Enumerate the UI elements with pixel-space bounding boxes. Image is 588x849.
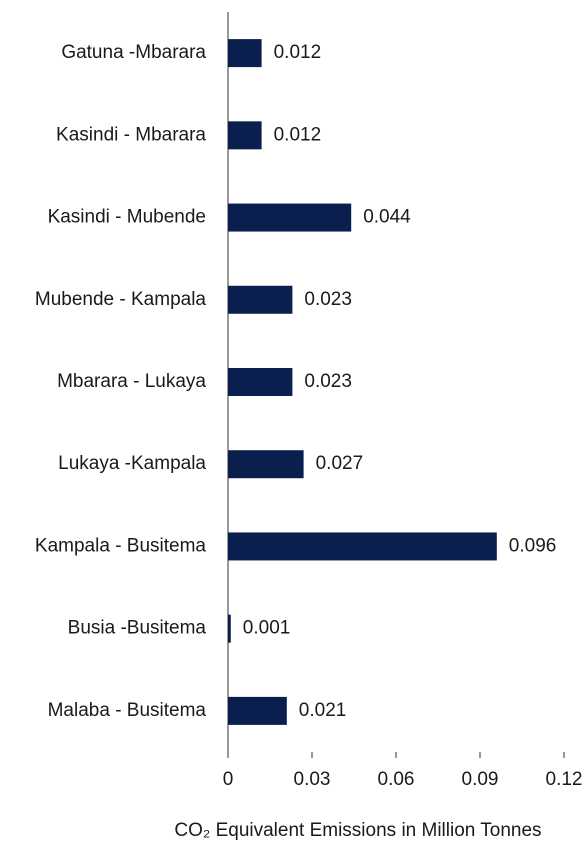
y-tick-label: Lukaya -Kampala xyxy=(58,453,206,474)
x-tick-label: 0.03 xyxy=(294,769,331,790)
value-label: 0.012 xyxy=(274,124,322,145)
bar xyxy=(228,203,352,232)
value-label: 0.044 xyxy=(363,207,411,228)
bar xyxy=(228,450,304,479)
bar xyxy=(228,532,497,561)
y-tick-label: Busia -Busitema xyxy=(68,618,207,639)
value-label: 0.001 xyxy=(243,618,291,639)
bar xyxy=(228,614,231,643)
y-tick-label: Kampala - Busitema xyxy=(35,535,207,556)
value-label: 0.096 xyxy=(509,535,557,556)
value-label: 0.027 xyxy=(316,453,364,474)
y-tick-label: Mbarara - Lukaya xyxy=(57,371,206,392)
x-axis-title: CO₂ Equivalent Emissions in Million Tonn… xyxy=(174,820,541,841)
value-label: 0.021 xyxy=(299,700,347,721)
bar xyxy=(228,285,293,314)
bar xyxy=(228,368,293,396)
y-tick-label: Malaba - Busitema xyxy=(48,700,207,721)
bar xyxy=(228,39,262,68)
y-tick-label: Kasindi - Mubende xyxy=(48,207,206,228)
y-tick-label: Kasindi - Mbarara xyxy=(56,124,206,145)
bar xyxy=(228,696,287,725)
x-tick-label: 0 xyxy=(223,769,234,790)
bar xyxy=(228,121,262,150)
x-tick-label: 0.09 xyxy=(462,769,499,790)
y-tick-label: Mubende - Kampala xyxy=(35,289,207,310)
x-tick-label: 0.06 xyxy=(378,769,415,790)
value-label: 0.012 xyxy=(274,42,322,63)
x-tick-label: 0.12 xyxy=(546,769,583,790)
y-tick-label: Gatuna -Mbarara xyxy=(61,42,206,63)
value-label: 0.023 xyxy=(304,371,352,392)
value-label: 0.023 xyxy=(304,289,352,310)
